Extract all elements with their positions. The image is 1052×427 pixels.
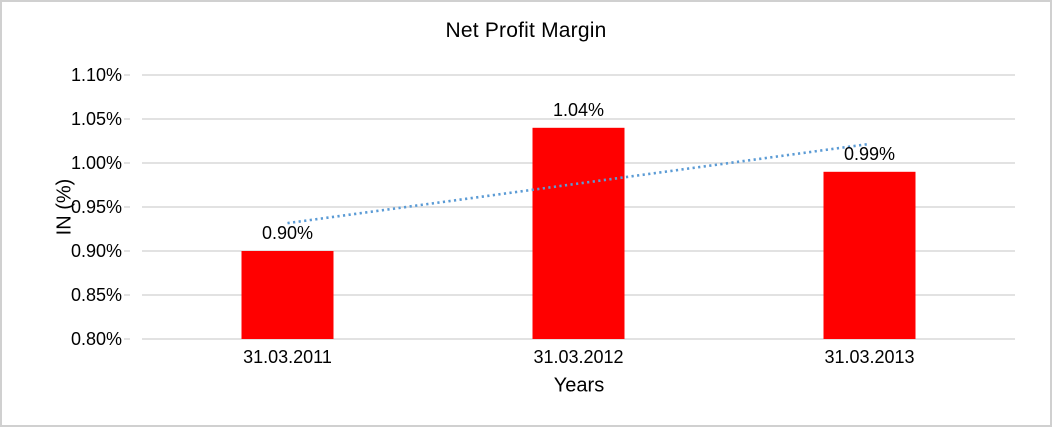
bar-value-label: 1.04% <box>553 100 604 120</box>
x-tick-label: 31.03.2011 <box>243 347 332 367</box>
x-axis-title: Years <box>553 374 605 397</box>
chart-title: Net Profit Margin <box>445 19 607 42</box>
y-tick-label: 0.95% <box>71 197 122 217</box>
y-tick-label: 0.80% <box>71 329 122 349</box>
bar-value-label: 0.99% <box>844 144 895 164</box>
bar <box>241 251 334 339</box>
y-tick-label: 1.10% <box>71 65 122 85</box>
bar <box>823 171 916 339</box>
bar-value-label: 0.90% <box>262 223 313 243</box>
y-tick-label: 0.90% <box>71 241 122 261</box>
x-tick-label: 31.03.2012 <box>533 347 623 367</box>
x-tick-label: 31.03.2013 <box>824 347 914 367</box>
bar <box>532 127 625 339</box>
y-tick-label: 0.85% <box>71 285 122 305</box>
y-tick-label: 1.00% <box>71 153 122 173</box>
y-tick-label: 1.05% <box>71 109 122 129</box>
